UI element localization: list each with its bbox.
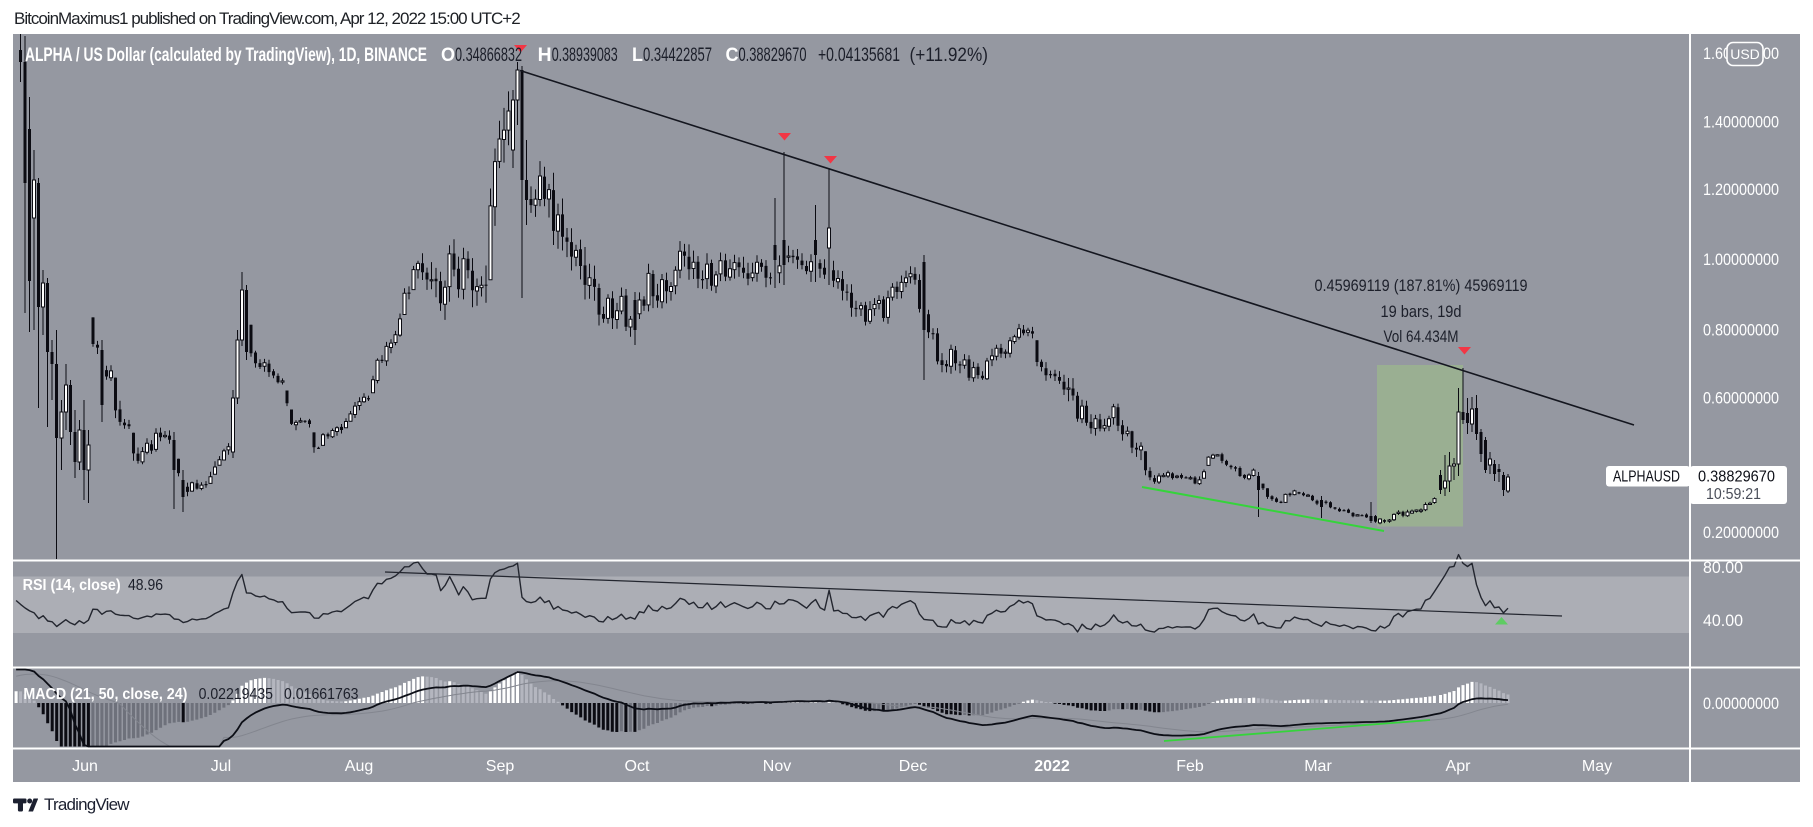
svg-text:H: H — [538, 45, 552, 66]
svg-text:ALPHAUSD: ALPHAUSD — [1613, 469, 1680, 486]
svg-text:48.96: 48.96 — [128, 577, 163, 594]
svg-text:1.40000000: 1.40000000 — [1703, 113, 1779, 132]
svg-text:0.02219435: 0.02219435 — [199, 686, 273, 703]
svg-text:19 bars, 19d: 19 bars, 19d — [1381, 302, 1462, 321]
svg-text:0.38939083: 0.38939083 — [552, 45, 618, 66]
svg-text:C: C — [726, 45, 739, 66]
svg-text:Apr: Apr — [1446, 758, 1472, 775]
svg-text:Vol 64.434M: Vol 64.434M — [1384, 327, 1459, 346]
svg-text:2022: 2022 — [1034, 758, 1070, 775]
svg-text:ALPHA / US Dollar (calculated: ALPHA / US Dollar (calculated by Trading… — [25, 45, 427, 66]
svg-text:USD: USD — [1730, 46, 1760, 62]
svg-text:0.38829670: 0.38829670 — [739, 45, 807, 66]
svg-text:Oct: Oct — [625, 758, 650, 775]
svg-text:10:59:21: 10:59:21 — [1706, 486, 1761, 503]
svg-text:May: May — [1582, 758, 1612, 775]
svg-text:Jul: Jul — [211, 758, 231, 775]
svg-text:Aug: Aug — [345, 758, 373, 775]
svg-text:RSI (14, close): RSI (14, close) — [23, 577, 121, 594]
svg-text:0.00000000: 0.00000000 — [1703, 694, 1779, 713]
svg-text:0.38829670: 0.38829670 — [1698, 469, 1775, 486]
svg-text:0.20000000: 0.20000000 — [1703, 523, 1779, 542]
svg-text:0.80000000: 0.80000000 — [1703, 320, 1779, 339]
svg-text:Nov: Nov — [763, 758, 791, 775]
svg-text:0.45969119 (187.81%) 45969119: 0.45969119 (187.81%) 45969119 — [1315, 276, 1528, 295]
svg-text:Jun: Jun — [72, 758, 98, 775]
svg-text:Dec: Dec — [899, 758, 927, 775]
svg-text:0.60000000: 0.60000000 — [1703, 388, 1779, 407]
svg-text:O: O — [441, 45, 455, 66]
svg-text:Sep: Sep — [486, 758, 515, 775]
svg-text:0.01661763: 0.01661763 — [284, 686, 359, 703]
svg-text:(+11.92%): (+11.92%) — [910, 45, 989, 66]
svg-text:+0.04135681: +0.04135681 — [818, 45, 900, 66]
svg-text:1.00000000: 1.00000000 — [1703, 250, 1779, 269]
svg-text:MACD (21, 50, close, 24): MACD (21, 50, close, 24) — [23, 686, 187, 703]
svg-text:40.00: 40.00 — [1703, 611, 1743, 630]
svg-text:1.20000000: 1.20000000 — [1703, 180, 1779, 199]
svg-text:80.00: 80.00 — [1703, 558, 1743, 577]
svg-text:0.34422857: 0.34422857 — [643, 45, 712, 66]
svg-text:L: L — [632, 45, 643, 66]
svg-text:0.34866832: 0.34866832 — [455, 45, 522, 66]
svg-text:Mar: Mar — [1304, 758, 1332, 775]
svg-text:Feb: Feb — [1176, 758, 1204, 775]
